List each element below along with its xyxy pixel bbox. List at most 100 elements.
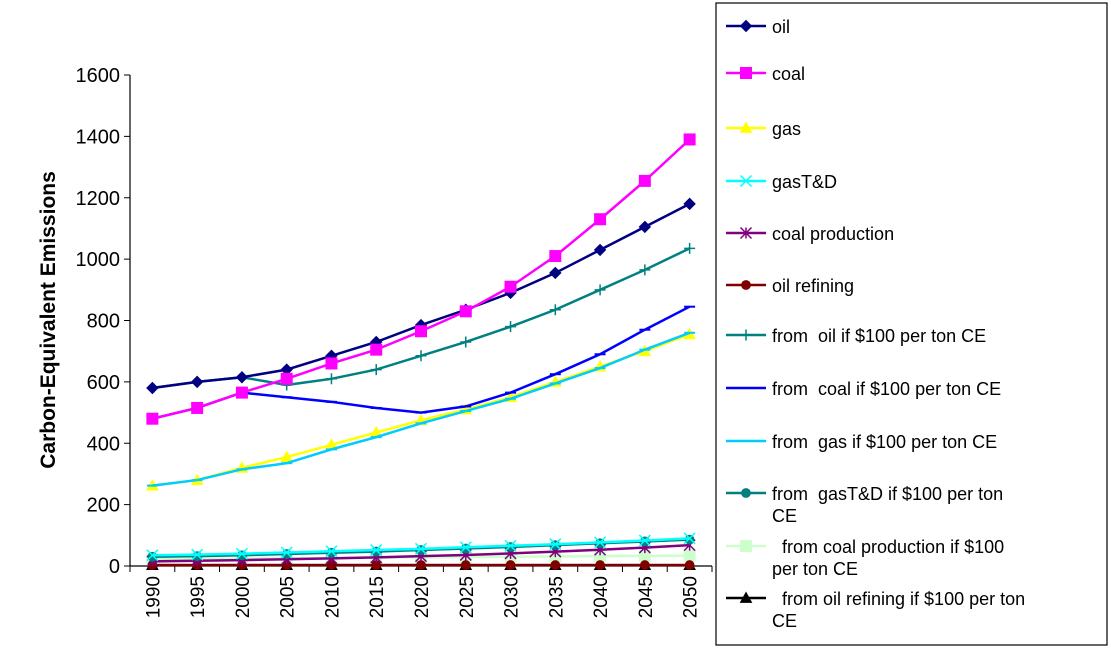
x-tick-label: 2035: [546, 576, 567, 618]
legend-label: from oil if $100 per ton CE: [772, 326, 986, 346]
legend-label: per ton CE: [772, 559, 858, 579]
data-point: [504, 280, 517, 293]
y-tick-label: 1200: [76, 188, 121, 210]
data-point: [504, 539, 517, 552]
legend-label: from coal if $100 per ton CE: [772, 379, 1001, 399]
data-point: [325, 357, 338, 370]
data-point: [281, 549, 292, 559]
legend-marker: [741, 488, 751, 498]
x-tick-label: 2010: [322, 576, 343, 618]
x-tick-label: 2030: [502, 576, 523, 618]
data-point: [146, 381, 159, 395]
data-point: [192, 551, 203, 562]
data-point: [326, 547, 337, 558]
x-tick-label: 2005: [278, 576, 299, 618]
data-point: [594, 536, 607, 549]
data-point: [594, 213, 607, 226]
data-point: [191, 548, 204, 561]
data-point: [191, 401, 204, 414]
legend-label: oil refining: [772, 276, 854, 296]
legend-label: from gas if $100 per ton CE: [772, 432, 997, 452]
legend-marker: [739, 591, 753, 603]
data-point: [190, 375, 204, 389]
series-line: [152, 247, 691, 390]
series-5: [147, 560, 695, 570]
legend-label: from gasT&D if $100 per ton: [772, 484, 1003, 504]
legend-label: CE: [772, 506, 797, 526]
data-point: [505, 560, 516, 570]
x-tick-label: 2050: [681, 576, 702, 618]
data-point: [370, 544, 383, 557]
y-tick-label: 800: [87, 311, 120, 333]
x-tick-label: 2025: [457, 576, 478, 618]
data-point: [415, 350, 427, 362]
data-point: [683, 549, 696, 562]
x-tick-label: 2020: [412, 576, 433, 618]
data-point: [415, 325, 427, 338]
data-point: [684, 560, 695, 570]
series-0: [146, 197, 696, 395]
legend-marker: [741, 280, 751, 290]
series-6: [146, 242, 696, 394]
legend-marker: [740, 329, 752, 341]
legend-item: gas: [726, 119, 801, 139]
legend-marker: [739, 19, 753, 33]
legend-marker: [739, 174, 753, 188]
data-point: [593, 243, 607, 257]
series-8: [146, 331, 696, 487]
data-point: [235, 547, 248, 560]
legend: oil coal gas gasT&D coal production oil refin…: [715, 2, 1108, 646]
data-point: [235, 386, 248, 399]
data-point: [638, 220, 652, 234]
data-point: [146, 412, 159, 425]
series-layer: [146, 133, 696, 570]
data-point: [280, 546, 293, 559]
data-point: [370, 343, 383, 356]
legend-label: from coal production if $100: [772, 537, 1004, 557]
data-point: [370, 364, 382, 376]
legend-item: oil refining: [726, 276, 854, 296]
legend-label: gasT&D: [772, 172, 837, 192]
legend-marker: [740, 540, 752, 552]
data-point: [147, 551, 158, 562]
data-point: [683, 532, 696, 545]
data-point: [639, 264, 651, 276]
data-point: [549, 266, 562, 280]
legend-label: coal production: [772, 224, 894, 244]
legend-item: from coal if $100 per ton CE: [726, 379, 1001, 399]
legend-label: CE: [772, 611, 797, 631]
legend-label: from oil refining if $100 per ton: [772, 589, 1025, 609]
data-point: [459, 541, 472, 554]
x-tick-label: 1990: [143, 576, 164, 618]
series-1: [146, 133, 696, 425]
y-tick-label: 1400: [76, 126, 121, 148]
data-point: [416, 560, 426, 570]
legend-label: coal: [772, 64, 805, 84]
legend-box: [715, 2, 1108, 646]
data-point: [280, 450, 294, 462]
legend-item: oil: [726, 17, 790, 37]
data-point: [595, 560, 605, 570]
legend-marker: [739, 226, 753, 240]
y-tick-label: 1000: [76, 249, 121, 271]
data-point: [414, 542, 428, 555]
data-point: [550, 560, 561, 570]
y-tick-label: 200: [87, 495, 120, 517]
series-line: [152, 138, 691, 420]
data-point: [549, 250, 562, 263]
data-point: [325, 373, 337, 385]
legend-item: gasT&D: [726, 172, 837, 192]
legend-item: coal: [726, 64, 805, 84]
data-point: [460, 336, 472, 348]
data-point: [638, 174, 651, 187]
data-point: [549, 304, 561, 316]
legend-item: coal production: [726, 224, 894, 244]
data-point: [325, 545, 338, 558]
y-tick-label: 0: [109, 556, 120, 578]
data-point: [235, 371, 249, 384]
data-point: [237, 550, 247, 561]
data-point: [683, 133, 696, 146]
